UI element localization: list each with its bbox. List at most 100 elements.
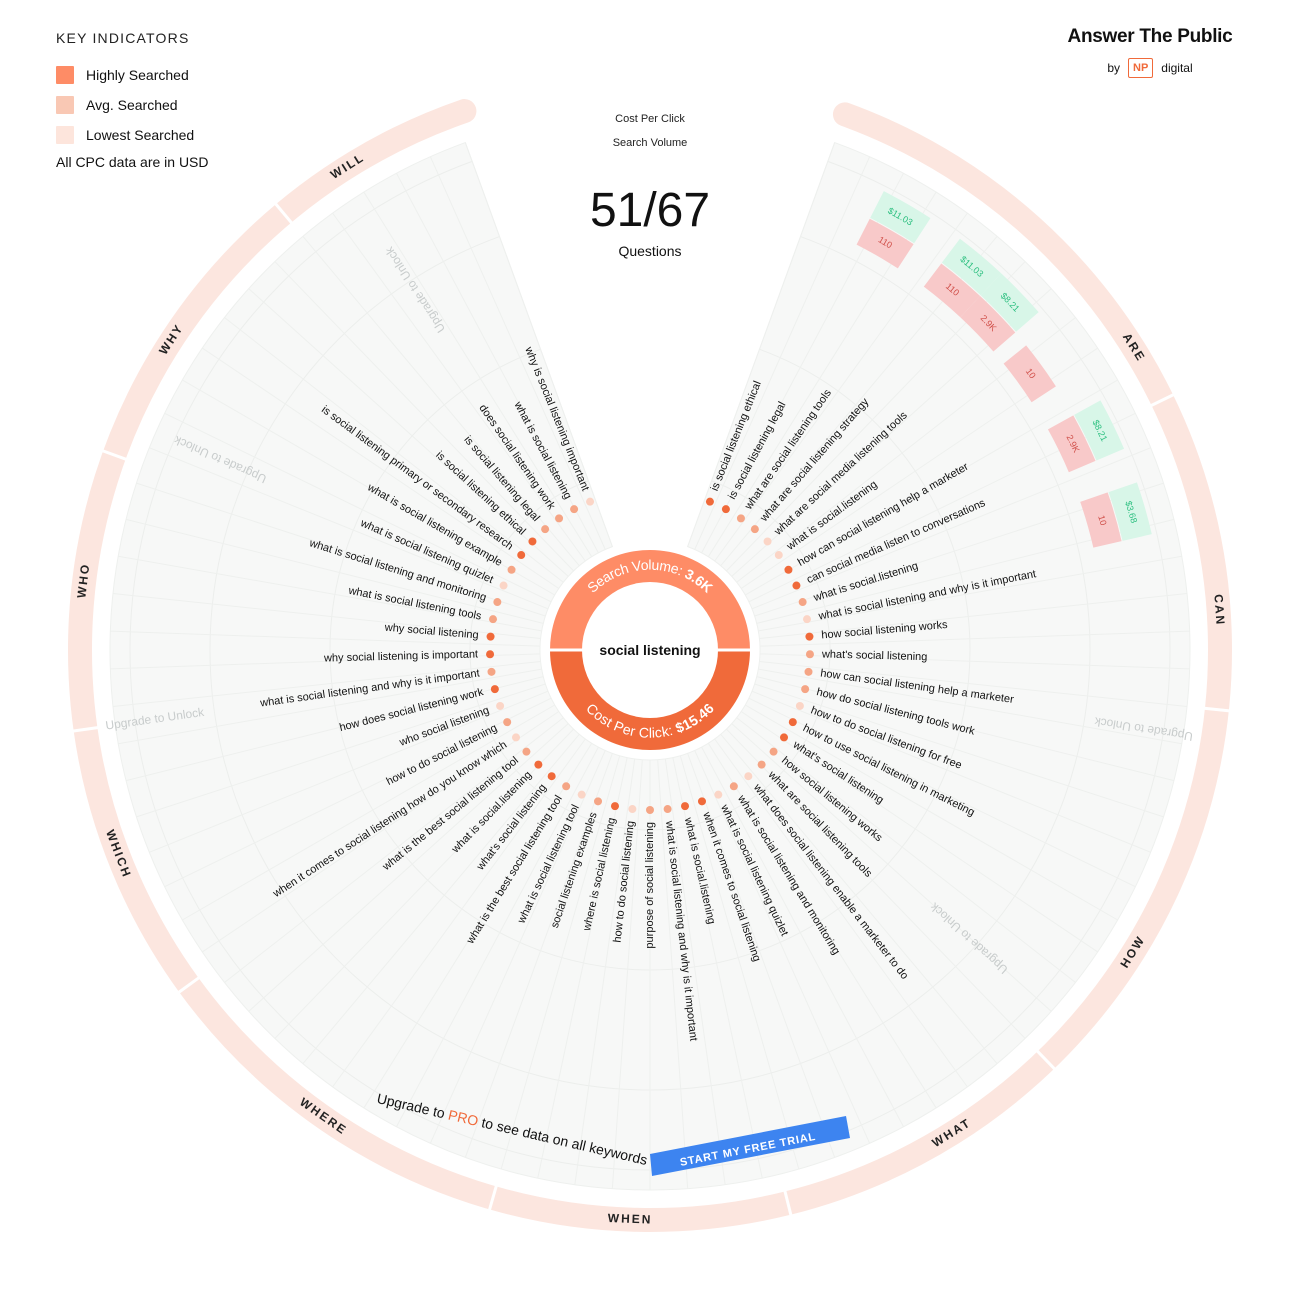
- search-level-dot: [628, 805, 637, 814]
- legend-label: Lowest Searched: [86, 127, 195, 143]
- search-level-dot: [757, 760, 766, 769]
- search-level-dot: [499, 581, 508, 590]
- search-level-dot: [594, 797, 603, 806]
- center-keyword: social listening: [599, 642, 700, 658]
- search-level-dot: [763, 537, 772, 546]
- search-level-dot: [487, 667, 496, 676]
- start-trial-button[interactable]: [650, 1116, 850, 1176]
- section-label-when[interactable]: WHEN: [608, 1211, 653, 1227]
- legend-label: Avg. Searched: [86, 97, 178, 113]
- search-level-dot: [522, 747, 531, 756]
- search-level-dot: [805, 632, 814, 641]
- search-level-dot: [486, 632, 495, 641]
- volume-axis-label: Search Volume: [613, 137, 688, 149]
- wheel-background: [109, 141, 1191, 1191]
- legend-note: All CPC data are in USD: [56, 154, 209, 170]
- search-level-dot: [577, 790, 586, 799]
- ring-track: [68, 99, 1232, 1232]
- search-level-dot: [517, 551, 526, 560]
- metrics-layer: $11.03110$11.03110$8.212.9K10$8.212.9K$3…: [856, 191, 1152, 548]
- legend-swatch-low: [56, 126, 74, 144]
- volume-badge: [1047, 415, 1096, 473]
- search-level-dot: [744, 772, 753, 781]
- volume-badge: [923, 263, 981, 318]
- search-level-dot: [493, 598, 502, 607]
- search-level-dot: [805, 650, 814, 659]
- brand-digital: digital: [1161, 61, 1193, 75]
- search-level-dot: [788, 718, 797, 727]
- search-volume-arc: [550, 550, 750, 650]
- volume-value: 10: [1096, 514, 1108, 526]
- search-level-dot: [721, 505, 730, 514]
- search-level-dot: [507, 565, 516, 574]
- search-level-dot: [610, 802, 619, 811]
- brand-name: Answer The Public: [1067, 26, 1233, 47]
- cpc-axis-label: Cost Per Click: [615, 113, 685, 125]
- search-level-dot: [586, 497, 595, 506]
- search-level-dot: [801, 685, 810, 694]
- cpc-arc: [550, 650, 750, 750]
- search-level-dot: [570, 505, 579, 514]
- section-label-can[interactable]: CAN: [1211, 594, 1227, 627]
- search-level-dot: [769, 747, 778, 756]
- volume-badge: [960, 296, 1016, 352]
- cpc-badge: [941, 238, 1002, 296]
- search-level-dot: [496, 701, 505, 710]
- search-level-dot: [534, 760, 543, 769]
- search-level-dot: [798, 598, 807, 607]
- search-level-dot: [736, 514, 745, 523]
- search-level-dot: [714, 790, 723, 799]
- search-level-dot: [784, 565, 793, 574]
- search-level-dot: [646, 806, 654, 814]
- search-level-dot: [792, 581, 801, 590]
- search-level-dot: [486, 650, 495, 659]
- search-level-dot: [547, 772, 556, 781]
- search-level-dot: [541, 525, 550, 534]
- search-level-dot: [489, 615, 498, 624]
- search-level-dot: [729, 782, 738, 791]
- brand-by-line: by NP digital: [1040, 58, 1260, 78]
- volume-value: 10: [1024, 366, 1038, 380]
- search-level-dot: [503, 718, 512, 727]
- search-level-dot: [774, 551, 783, 560]
- search-level-dot: [681, 802, 690, 811]
- legend-swatch-avg: [56, 96, 74, 114]
- brand-by: by: [1107, 61, 1121, 75]
- search-level-dot: [555, 514, 564, 523]
- search-level-dot: [697, 797, 706, 806]
- search-level-dot: [528, 537, 537, 546]
- search-level-dot: [663, 805, 672, 814]
- np-logo-icon: NP: [1128, 58, 1154, 78]
- search-level-dot: [511, 733, 520, 742]
- section-label-who[interactable]: WHO: [74, 562, 92, 599]
- brand-logo[interactable]: Answer The Public by NP digital: [1040, 26, 1260, 78]
- cpc-badge: [1108, 482, 1152, 541]
- key-indicators-legend: KEY INDICATORS Highly Searched Avg. Sear…: [56, 30, 276, 170]
- question-item[interactable]: purpose of social listening: [644, 822, 656, 949]
- search-level-dot: [490, 685, 499, 694]
- search-level-dot: [802, 615, 811, 624]
- search-level-dot: [750, 525, 759, 534]
- search-level-dot: [780, 733, 789, 742]
- legend-item-lowest: Lowest Searched: [56, 120, 276, 150]
- volume-badge: [856, 218, 914, 269]
- legend-item-highly: Highly Searched: [56, 60, 276, 90]
- search-level-dot: [804, 667, 813, 676]
- search-level-dot: [705, 497, 714, 506]
- volume-badge: [1003, 345, 1056, 403]
- cpc-badge: [980, 273, 1039, 332]
- question-count-label: Questions: [618, 243, 681, 259]
- wheel-fill: [109, 142, 1191, 1191]
- search-level-dot: [562, 782, 571, 791]
- dots-layer: [486, 497, 814, 814]
- legend-swatch-high: [56, 66, 74, 84]
- search-level-dot: [795, 701, 804, 710]
- question-item[interactable]: what's social listening: [821, 648, 928, 663]
- legend-item-avg: Avg. Searched: [56, 90, 276, 120]
- question-item[interactable]: why social listening is important: [323, 648, 478, 664]
- legend-title: KEY INDICATORS: [56, 30, 190, 46]
- cpc-badge: [870, 191, 931, 244]
- cpc-badge: [1074, 400, 1125, 461]
